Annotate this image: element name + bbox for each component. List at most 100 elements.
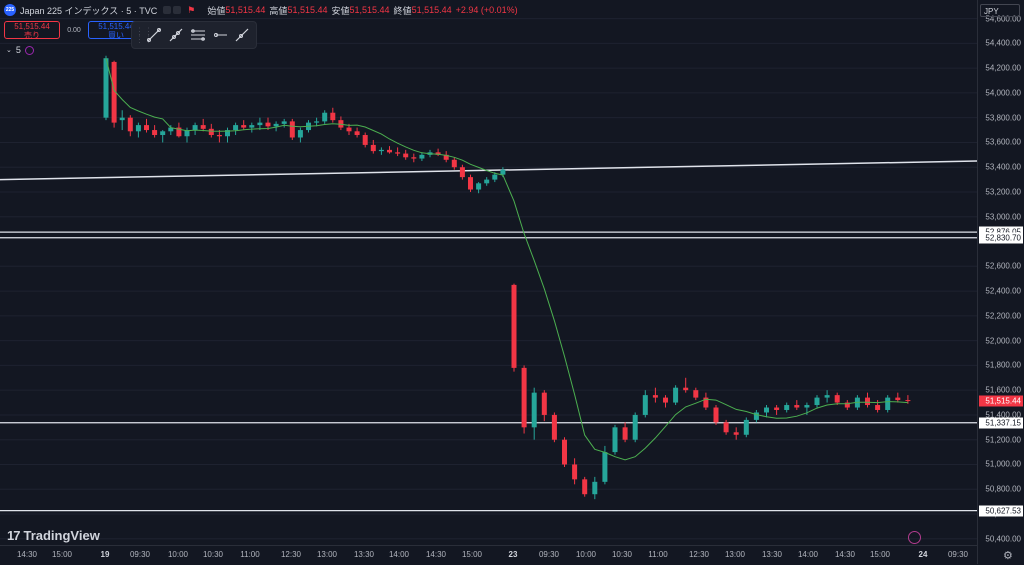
moving-average-line bbox=[105, 58, 908, 461]
candle-body bbox=[551, 414, 557, 440]
candle-body bbox=[314, 121, 320, 123]
time-tick-label: 14:00 bbox=[388, 550, 410, 559]
candle-body bbox=[582, 479, 588, 495]
sell-button[interactable]: 51,515.44 売り bbox=[4, 21, 60, 40]
candle-body bbox=[127, 117, 133, 132]
time-axis[interactable]: 14:30 15:00 19 09:30 10:00 10:30 11:00 12:30 13:… bbox=[0, 545, 977, 565]
candle-body bbox=[642, 395, 648, 415]
candle-body bbox=[403, 153, 409, 158]
indicator-visibility-icon[interactable] bbox=[24, 45, 34, 55]
candle-body bbox=[476, 183, 482, 190]
candle-body bbox=[225, 130, 230, 137]
candle-body bbox=[784, 405, 790, 410]
time-tick-label: 13:00 bbox=[724, 550, 746, 559]
parallel-channel-icon[interactable] bbox=[187, 24, 209, 46]
candle-body bbox=[370, 144, 376, 152]
candle-body bbox=[814, 397, 820, 406]
time-tick-label: 15:00 bbox=[51, 550, 73, 559]
price-tick-label: 51,800.00 bbox=[985, 360, 1021, 370]
time-tick-label: 13:30 bbox=[353, 550, 375, 559]
indicator-row[interactable]: ⌄ 5 bbox=[6, 45, 34, 55]
open-label: 始値 bbox=[207, 5, 226, 16]
candle-body bbox=[216, 135, 222, 137]
candle-body bbox=[663, 397, 668, 403]
buy-label: 買い bbox=[108, 31, 124, 40]
price-tick-label: 53,600.00 bbox=[985, 137, 1021, 147]
candle-body bbox=[602, 452, 608, 482]
candle-body bbox=[885, 397, 891, 410]
candle-body bbox=[395, 152, 401, 154]
high-value: 51,515.44 bbox=[287, 5, 328, 15]
price-tick-label: 52,200.00 bbox=[985, 311, 1021, 321]
buy-sell-panel: 51,515.44 売り 0.00 51,515.44 買い bbox=[4, 21, 144, 40]
price-tick-label: 53,000.00 bbox=[985, 212, 1021, 222]
candle-body bbox=[875, 405, 881, 410]
candle-body bbox=[612, 427, 618, 453]
settings-gear-icon[interactable]: ⚙ bbox=[1003, 550, 1013, 562]
candle-body bbox=[834, 395, 840, 403]
time-tick-label: 19 bbox=[100, 550, 110, 559]
price-axis[interactable]: 54,600.00 54,400.00 54,200.00 54,000.00 53,8… bbox=[977, 0, 1024, 564]
sell-price: 51,515.44 bbox=[14, 22, 50, 31]
candle-body bbox=[184, 130, 190, 137]
brand-name: TradingView bbox=[23, 528, 100, 543]
candle-body bbox=[622, 427, 628, 440]
candle-body bbox=[713, 407, 719, 423]
candle-body bbox=[111, 61, 117, 123]
candle-body bbox=[176, 127, 182, 137]
price-chart[interactable] bbox=[0, 0, 978, 545]
time-tick-label: 15:00 bbox=[461, 550, 483, 559]
chevron-down-icon[interactable]: ⌄ bbox=[6, 47, 12, 54]
symbol-title[interactable]: Japan 225 インデックス · 5 · TVC bbox=[20, 5, 158, 16]
price-tick-label: 54,000.00 bbox=[985, 88, 1021, 98]
price-tick-label: 54,200.00 bbox=[985, 63, 1021, 73]
buy-price: 51,515.44 bbox=[98, 22, 134, 31]
replay-icon[interactable] bbox=[908, 531, 921, 544]
candle-body bbox=[521, 367, 527, 428]
tradingview-logo[interactable]: 17 TradingView bbox=[7, 528, 100, 543]
sell-label: 売り bbox=[24, 31, 40, 40]
time-tick-label: 12:30 bbox=[688, 550, 710, 559]
currency-select[interactable]: JPY bbox=[980, 4, 1020, 17]
drag-handle-icon[interactable]: ⋮⋮ ⋮⋮ bbox=[135, 26, 153, 44]
chart-canvas[interactable] bbox=[0, 0, 978, 545]
price-line-label: 51,337.15 bbox=[979, 417, 1023, 429]
candle-body bbox=[103, 58, 109, 118]
candle-body bbox=[451, 159, 457, 168]
price-tick-label: 52,000.00 bbox=[985, 336, 1021, 346]
trend-line bbox=[0, 160, 978, 181]
spread-value: 0.00 bbox=[67, 26, 81, 34]
legend-controls[interactable] bbox=[163, 6, 182, 14]
change-value: +2.94 (+0.01%) bbox=[455, 5, 518, 15]
candle-body bbox=[273, 123, 279, 127]
candle-body bbox=[895, 397, 901, 401]
candle-body bbox=[753, 412, 759, 420]
candle-body bbox=[281, 121, 287, 124]
candle-body bbox=[824, 395, 830, 398]
candle-body bbox=[192, 125, 198, 131]
candle-body bbox=[683, 387, 689, 391]
candle-body bbox=[144, 125, 149, 131]
candle-body bbox=[865, 397, 870, 406]
time-tick-label: 10:00 bbox=[167, 550, 189, 559]
time-tick-label: 10:30 bbox=[202, 550, 224, 559]
trend-line-icon[interactable] bbox=[143, 24, 165, 46]
candle-body bbox=[241, 125, 247, 128]
price-tick-label: 53,800.00 bbox=[985, 113, 1021, 123]
flag-icon[interactable]: ⚑ bbox=[187, 4, 196, 15]
ray-icon[interactable] bbox=[165, 24, 187, 46]
price-tick-label: 54,400.00 bbox=[985, 38, 1021, 48]
horizontal-ray-icon[interactable] bbox=[209, 24, 231, 46]
candle-body bbox=[435, 152, 441, 155]
tradingview-logo-icon: 17 bbox=[7, 528, 21, 543]
price-tick-label: 53,200.00 bbox=[985, 187, 1021, 197]
candle-body bbox=[468, 177, 473, 190]
extended-line-icon[interactable] bbox=[231, 24, 253, 46]
candle-body bbox=[168, 127, 174, 132]
candle-body bbox=[330, 112, 336, 121]
price-tick-label: 51,400.00 bbox=[985, 410, 1021, 420]
candle-body bbox=[703, 397, 709, 408]
high-label: 高値 bbox=[269, 5, 288, 16]
interval-label: 5 bbox=[15, 45, 21, 55]
candle-body bbox=[905, 400, 911, 402]
